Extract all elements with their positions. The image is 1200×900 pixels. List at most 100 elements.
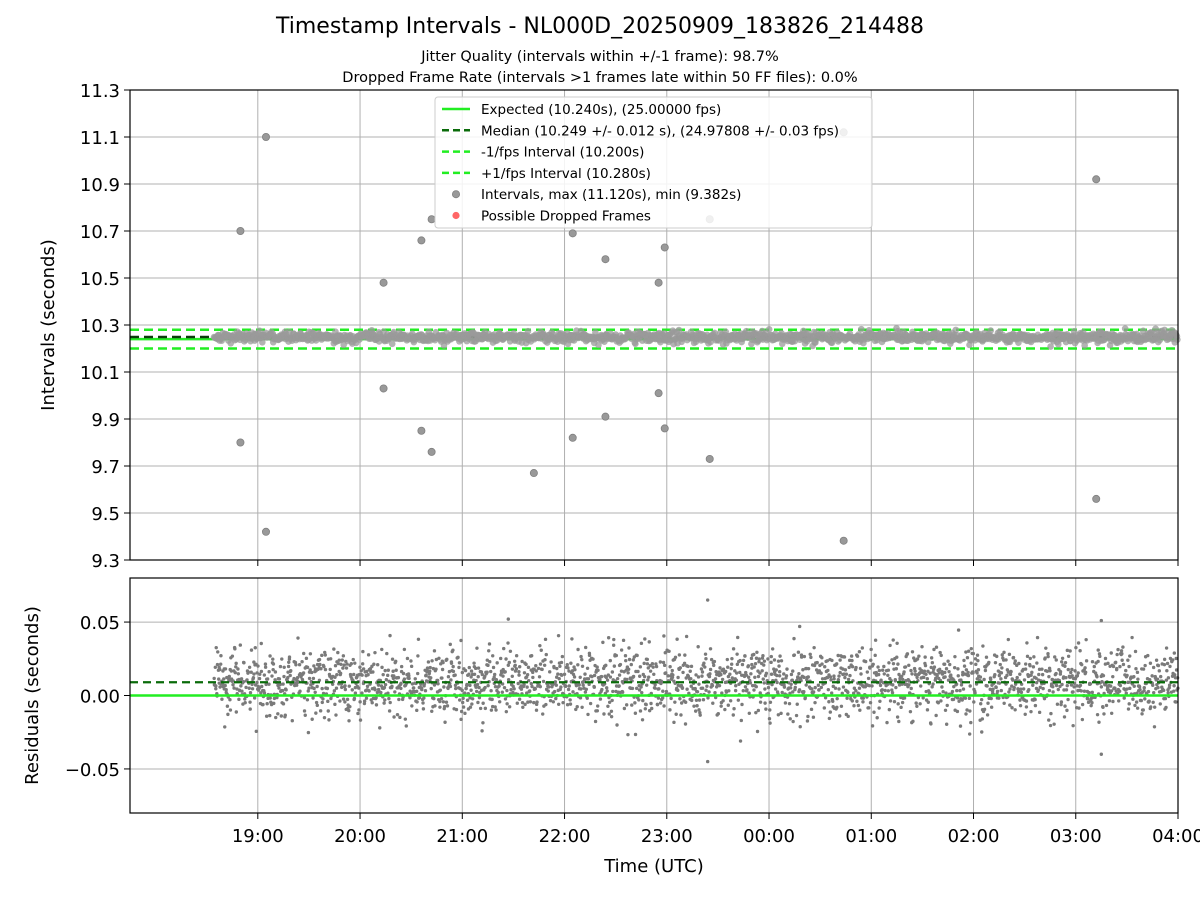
residual-point: [323, 667, 328, 672]
residual-point: [630, 703, 634, 707]
residual-point: [386, 691, 390, 695]
legend-marker: [451, 190, 460, 199]
residual-point: [526, 700, 530, 704]
residual-point: [336, 661, 341, 666]
residual-point: [1125, 673, 1129, 678]
residual-point: [588, 701, 593, 706]
residual-point: [798, 724, 802, 729]
residual-point: [347, 684, 351, 688]
residual-point: [213, 665, 218, 669]
residual-point: [955, 696, 960, 700]
residual-point: [956, 628, 961, 632]
residual-point: [459, 709, 464, 714]
residual-point: [797, 688, 802, 692]
residual-point: [475, 646, 479, 650]
residual-point: [489, 689, 493, 693]
residual-point: [944, 722, 949, 726]
residual-point: [524, 662, 528, 667]
residual-point: [535, 700, 539, 704]
residual-point: [934, 713, 938, 718]
residual-point: [789, 672, 794, 677]
residual-point: [371, 670, 375, 674]
residual-point: [454, 686, 458, 691]
residual-point: [713, 677, 718, 681]
residual-point: [1072, 685, 1076, 689]
residual-point: [1048, 669, 1052, 673]
residual-point: [605, 686, 609, 690]
residual-point: [558, 664, 562, 669]
residual-point: [1132, 684, 1136, 688]
residual-point: [477, 685, 481, 690]
residual-point: [547, 685, 551, 689]
residual-point: [392, 715, 396, 719]
residual-point: [1018, 672, 1022, 676]
residual-point: [416, 637, 421, 641]
residual-point: [239, 677, 244, 681]
residual-point: [786, 712, 790, 716]
residual-point: [855, 654, 860, 658]
residual-point: [422, 696, 426, 700]
residual-point: [932, 665, 937, 669]
residual-point: [1021, 687, 1026, 691]
residual-point: [1134, 667, 1138, 671]
residual-point: [1135, 670, 1140, 675]
residual-point: [476, 700, 480, 705]
residual-point: [598, 678, 602, 682]
residual-point: [852, 686, 857, 690]
residual-point: [459, 717, 463, 722]
residual-point: [791, 719, 795, 724]
residual-point: [294, 683, 299, 687]
residual-point: [806, 675, 810, 679]
residual-point: [775, 680, 779, 685]
residual-point: [843, 668, 848, 672]
residual-point: [857, 649, 862, 654]
residual-point: [404, 724, 408, 728]
residual-point: [1104, 703, 1109, 708]
residual-point: [995, 689, 1000, 694]
interval-outlier-point: [417, 426, 426, 435]
residual-point: [656, 696, 661, 700]
residual-point: [379, 690, 383, 695]
residual-point: [925, 677, 930, 681]
residual-point: [859, 672, 863, 676]
residual-point: [475, 682, 480, 687]
residual-point: [264, 682, 268, 687]
residual-point: [531, 670, 535, 675]
residual-point: [910, 672, 914, 676]
residual-point: [592, 685, 596, 689]
residual-point: [1070, 674, 1074, 678]
residual-point: [918, 702, 922, 706]
residual-point: [334, 686, 339, 690]
residual-point: [388, 633, 392, 638]
residual-point: [642, 661, 646, 666]
residual-point: [465, 698, 470, 702]
residual-point: [967, 696, 972, 701]
residual-point: [935, 674, 939, 678]
residual-point: [721, 699, 725, 703]
residual-point: [1054, 671, 1058, 676]
residual-point: [1117, 689, 1122, 693]
residual-point: [438, 688, 443, 692]
residual-point: [1051, 690, 1055, 694]
residual-point: [844, 672, 849, 676]
residual-point: [885, 682, 890, 687]
residual-point: [673, 655, 678, 660]
residual-point: [764, 671, 769, 676]
residual-outlier-point: [705, 759, 710, 764]
residual-point: [938, 650, 942, 655]
residual-point: [491, 654, 495, 658]
residual-point: [897, 719, 901, 724]
residual-point: [350, 688, 354, 692]
residual-point: [696, 645, 700, 649]
residual-point: [578, 675, 582, 679]
residual-point: [348, 704, 352, 709]
residual-point: [576, 647, 580, 652]
residual-point: [463, 668, 468, 673]
residual-point: [383, 668, 387, 673]
residual-point: [344, 666, 349, 670]
residual-point: [439, 696, 444, 701]
residual-point: [754, 685, 758, 689]
residual-point: [661, 660, 666, 665]
residual-point: [953, 654, 957, 659]
residual-point: [237, 697, 241, 702]
